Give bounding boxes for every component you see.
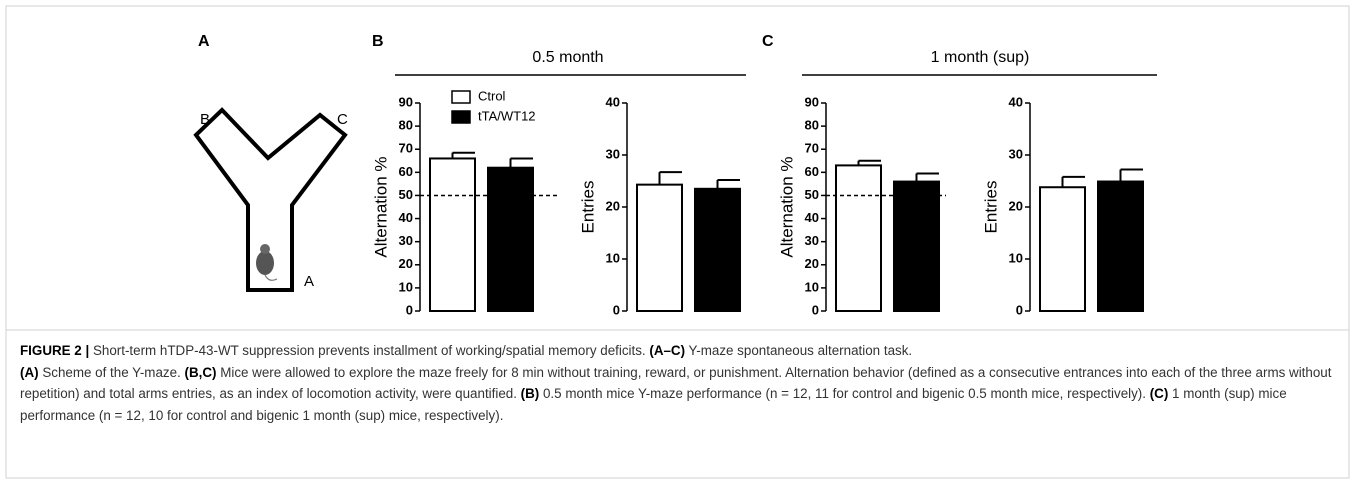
caption-bold: FIGURE 2 | [20, 343, 89, 358]
y-tick-label: 40 [1009, 94, 1023, 109]
panel-label: A [198, 33, 210, 50]
legend-label: tTA/WT12 [478, 108, 536, 123]
y-tick-label: 30 [399, 233, 413, 248]
legend-swatch [452, 111, 470, 123]
caption-bold: (A–C) [649, 343, 685, 358]
caption-text: Scheme of the Y-maze. [39, 365, 185, 380]
y-tick-label: 10 [606, 250, 620, 265]
y-axis-label: Entries [981, 181, 1000, 234]
legend-swatch [452, 91, 470, 103]
y-tick-label: 90 [805, 94, 819, 109]
caption-bold: (C) [1150, 386, 1169, 401]
y-tick-label: 30 [805, 233, 819, 248]
bar [637, 185, 682, 311]
y-tick-label: 20 [606, 198, 620, 213]
caption-paragraph: (A) Scheme of the Y-maze. (B,C) Mice wer… [20, 362, 1338, 427]
caption: FIGURE 2 | Short-term hTDP-43-WT suppres… [20, 340, 1338, 426]
panel-label: B [372, 33, 384, 50]
caption-text: Y-maze spontaneous alternation task. [685, 343, 912, 358]
maze-label: C [337, 111, 348, 128]
panel-label: C [762, 33, 774, 50]
y-tick-label: 70 [399, 141, 413, 156]
y-tick-label: 30 [606, 146, 620, 161]
bar [695, 189, 740, 311]
y-tick-label: 0 [1016, 302, 1023, 317]
group-title: 0.5 month [532, 49, 603, 66]
y-axis-label: Alternation % [371, 156, 390, 257]
y-tick-label: 0 [812, 302, 819, 317]
y-axis-label: Alternation % [777, 156, 796, 257]
caption-text: Short-term hTDP-43-WT suppression preven… [89, 343, 649, 358]
y-tick-label: 0 [406, 302, 413, 317]
y-tick-label: 20 [399, 256, 413, 271]
mouse-icon [256, 244, 277, 280]
y-tick-label: 50 [805, 187, 819, 202]
y-tick-label: 70 [805, 141, 819, 156]
y-tick-label: 10 [805, 279, 819, 294]
caption-bold: (A) [20, 365, 39, 380]
caption-paragraph: FIGURE 2 | Short-term hTDP-43-WT suppres… [20, 340, 1338, 362]
y-tick-label: 50 [399, 187, 413, 202]
y-tick-label: 60 [805, 164, 819, 179]
bar [430, 158, 475, 311]
y-tick-label: 60 [399, 164, 413, 179]
maze-label: B [200, 111, 210, 128]
bar [1040, 187, 1085, 311]
y-tick-label: 40 [399, 210, 413, 225]
legend-label: Ctrol [478, 88, 506, 103]
caption-bold: (B,C) [184, 365, 216, 380]
caption-bold: (B) [521, 386, 540, 401]
maze-label: A [304, 273, 314, 290]
y-tick-label: 90 [399, 94, 413, 109]
bar [488, 168, 533, 311]
y-tick-label: 10 [1009, 250, 1023, 265]
bar [894, 182, 939, 311]
bar [836, 165, 881, 311]
y-tick-label: 10 [399, 279, 413, 294]
y-tick-label: 20 [1009, 198, 1023, 213]
y-tick-label: 0 [613, 302, 620, 317]
group-title: 1 month (sup) [931, 49, 1030, 66]
y-tick-label: 40 [606, 94, 620, 109]
caption-text: 0.5 month mice Y-maze performance (n = 1… [539, 386, 1149, 401]
page: A B C 0.5 month 1 month (sup) B C A 0 10 2… [0, 0, 1355, 484]
y-tick-label: 40 [805, 210, 819, 225]
y-tick-label: 80 [805, 118, 819, 133]
y-tick-label: 20 [805, 256, 819, 271]
y-tick-label: 30 [1009, 146, 1023, 161]
y-axis-label: Entries [578, 181, 597, 234]
bar [1098, 182, 1143, 311]
y-tick-label: 80 [399, 118, 413, 133]
